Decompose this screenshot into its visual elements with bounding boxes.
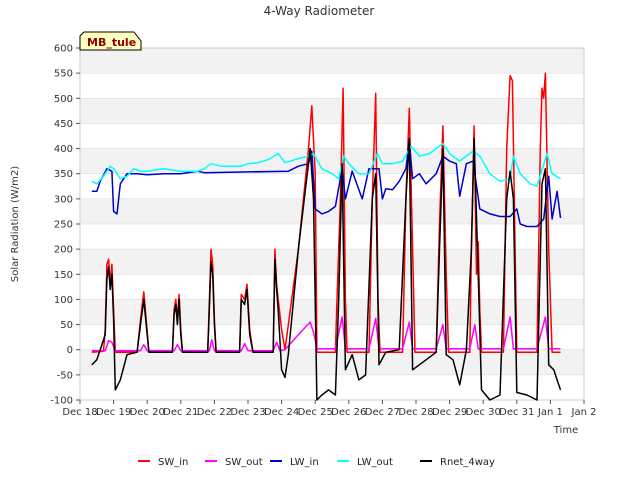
y-tick-label: 150 <box>54 270 73 281</box>
y-axis-ticks: -100 -50 0 50 100 150 200 250 300 350 400 450 500 550… <box>50 44 80 407</box>
y-tick-label: 50 <box>60 320 73 331</box>
x-tick-label: Dec 19 <box>96 407 131 418</box>
site-tag-box <box>79 31 142 51</box>
x-tick-label: Dec 18 <box>62 407 97 418</box>
x-tick-label: Dec 25 <box>298 407 333 418</box>
legend-label-lw-out: LW_out <box>357 457 393 468</box>
x-tick-label: Dec 29 <box>432 407 467 418</box>
series-line-lw-in <box>91 140 562 228</box>
x-tick-label: Dec 27 <box>365 407 400 418</box>
chart-title: 4-Way Radiometer <box>264 4 375 18</box>
site-tag: MB_tule <box>79 31 142 51</box>
x-tick-label: Dec 24 <box>264 407 299 418</box>
legend-label-rnet-4way: Rnet_4way <box>440 457 495 468</box>
y-tick-label: 600 <box>54 44 73 55</box>
x-axis-title: Time <box>553 425 578 436</box>
plot-band <box>80 148 584 174</box>
x-tick-label: Jan 1 <box>537 407 563 418</box>
y-tick-label: 550 <box>54 69 73 80</box>
x-tick-label: Dec 23 <box>230 407 265 418</box>
y-tick-label: 250 <box>54 220 73 231</box>
series-lines <box>91 72 562 401</box>
series-line-rnet-4way <box>91 137 562 401</box>
plot-band <box>80 98 584 124</box>
legend-label-sw-in: SW_in <box>158 457 188 468</box>
x-tick-label: Dec 21 <box>163 407 198 418</box>
y-tick-label: 400 <box>54 144 73 155</box>
y-tick-label: 0 <box>67 345 73 356</box>
x-tick-label: Dec 20 <box>130 407 165 418</box>
legend-label-sw-out: SW_out <box>225 457 263 468</box>
y-tick-label: 450 <box>54 119 73 130</box>
x-tick-label: Jan 2 <box>571 407 597 418</box>
plot-band <box>80 349 584 375</box>
plot-bands <box>80 48 584 375</box>
y-axis-title: Solar Radiation (W/m2) <box>10 166 21 282</box>
y-tick-label: -100 <box>50 396 73 407</box>
x-tick-label: Dec 22 <box>197 407 232 418</box>
plot-band <box>80 299 584 325</box>
series-line-sw-out <box>91 316 561 352</box>
y-tick-label: -50 <box>57 370 73 381</box>
x-tick-label: Dec 26 <box>331 407 366 418</box>
plot-band <box>80 249 584 275</box>
y-tick-label: 200 <box>54 245 73 256</box>
x-tick-label: Dec 31 <box>499 407 534 418</box>
series-line-lw-out <box>91 142 561 188</box>
x-tick-label: Dec 28 <box>398 407 433 418</box>
x-tick-label: Dec 30 <box>466 407 501 418</box>
y-tick-label: 500 <box>54 94 73 105</box>
legend-label-lw-in: LW_in <box>290 457 319 468</box>
plot-band <box>80 198 584 224</box>
y-tick-label: 350 <box>54 169 73 180</box>
y-tick-label: 100 <box>54 295 73 306</box>
legend: SW_in SW_out LW_in LW_out Rnet_4way <box>138 457 495 468</box>
y-tick-label: 300 <box>54 194 73 205</box>
plot-band <box>80 48 584 74</box>
site-tag-label: MB_tule <box>87 36 136 49</box>
